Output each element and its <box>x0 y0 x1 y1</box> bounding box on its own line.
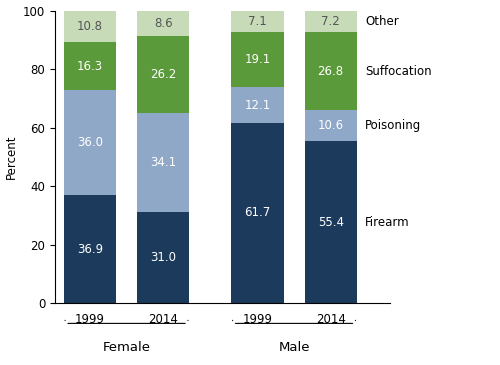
Bar <box>137 212 190 303</box>
Bar <box>64 42 116 90</box>
Text: 10.8: 10.8 <box>77 20 103 33</box>
Bar <box>137 113 190 212</box>
Bar <box>231 88 283 123</box>
Bar <box>304 32 357 110</box>
Bar <box>304 110 357 141</box>
Text: 34.1: 34.1 <box>150 156 176 169</box>
Bar <box>231 32 283 88</box>
Bar <box>64 90 116 195</box>
Bar <box>231 11 283 32</box>
Bar <box>64 195 116 303</box>
Text: Female: Female <box>102 341 150 354</box>
Text: Male: Male <box>278 341 310 354</box>
Text: 36.9: 36.9 <box>77 243 103 256</box>
Text: Other: Other <box>365 15 399 28</box>
Text: 55.4: 55.4 <box>318 216 344 228</box>
Text: 8.6: 8.6 <box>154 17 172 30</box>
Text: 61.7: 61.7 <box>244 206 270 219</box>
Bar <box>231 123 283 303</box>
Text: 7.2: 7.2 <box>322 15 340 28</box>
Y-axis label: Percent: Percent <box>4 135 18 179</box>
Text: 7.1: 7.1 <box>248 15 267 28</box>
Bar <box>304 141 357 303</box>
Text: 26.8: 26.8 <box>318 65 344 78</box>
Text: 36.0: 36.0 <box>77 136 103 149</box>
Text: 16.3: 16.3 <box>77 60 103 73</box>
Text: 26.2: 26.2 <box>150 68 176 81</box>
Text: 31.0: 31.0 <box>150 251 176 264</box>
Text: Suffocation: Suffocation <box>365 65 432 78</box>
Bar <box>137 11 190 36</box>
Text: Firearm: Firearm <box>365 216 410 228</box>
Bar <box>137 36 190 113</box>
Text: 19.1: 19.1 <box>244 53 270 66</box>
Bar <box>64 11 116 42</box>
Text: Poisoning: Poisoning <box>365 119 422 132</box>
Text: 12.1: 12.1 <box>244 99 270 112</box>
Bar <box>304 11 357 32</box>
Text: 10.6: 10.6 <box>318 119 344 132</box>
